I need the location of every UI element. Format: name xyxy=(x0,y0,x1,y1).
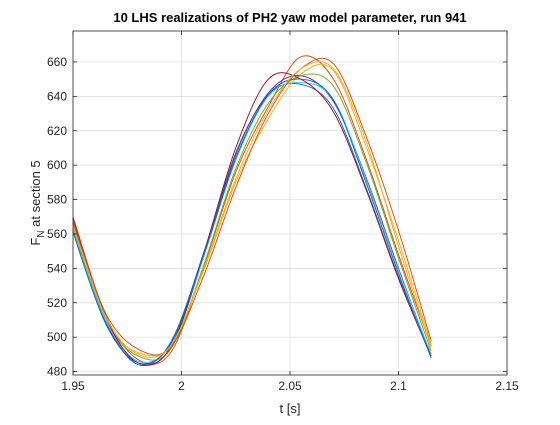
y-axis-label-subscript: N xyxy=(36,230,47,237)
y-axis-label: FN at section 5 xyxy=(28,160,47,245)
series-layer xyxy=(72,55,432,367)
series-line-2 xyxy=(72,55,432,365)
series-line-5 xyxy=(72,73,432,361)
x-tick-label: 2.1 xyxy=(390,379,407,393)
x-tick-label: 2.05 xyxy=(278,379,302,393)
series-line-8 xyxy=(72,78,432,365)
y-tick-label: 620 xyxy=(47,124,67,138)
y-tick-label: 480 xyxy=(47,365,67,379)
y-tick-label: 540 xyxy=(47,261,67,275)
y-tick-label: 520 xyxy=(47,296,67,310)
x-tick-label: 2 xyxy=(178,379,185,393)
series-line-7 xyxy=(72,72,432,366)
x-axis-label: t [s] xyxy=(280,401,301,416)
y-tick-label: 640 xyxy=(47,89,67,103)
y-tick-label: 600 xyxy=(47,158,67,172)
y-axis-label-rest: at section 5 xyxy=(28,160,43,230)
tick-layer: 1.95 2 2.05 2.1 2.15 480 500 520 540 560 580 600 620… xyxy=(47,31,519,393)
x-tick-label: 1.95 xyxy=(61,379,85,393)
x-tick-label: 2.15 xyxy=(495,379,519,393)
y-tick-label: 500 xyxy=(47,330,67,344)
y-tick-label: 580 xyxy=(47,193,67,207)
series-line-10 xyxy=(72,61,432,358)
y-tick-label: 560 xyxy=(47,227,67,241)
y-tick-label: 660 xyxy=(47,55,67,69)
series-line-6 xyxy=(72,81,432,364)
y-axis-label-main: F xyxy=(28,238,43,246)
y-axis-label-text: FN at section 5 xyxy=(28,160,47,245)
chart-title: 10 LHS realizations of PH2 yaw model par… xyxy=(113,10,466,25)
series-line-9 xyxy=(72,57,432,356)
